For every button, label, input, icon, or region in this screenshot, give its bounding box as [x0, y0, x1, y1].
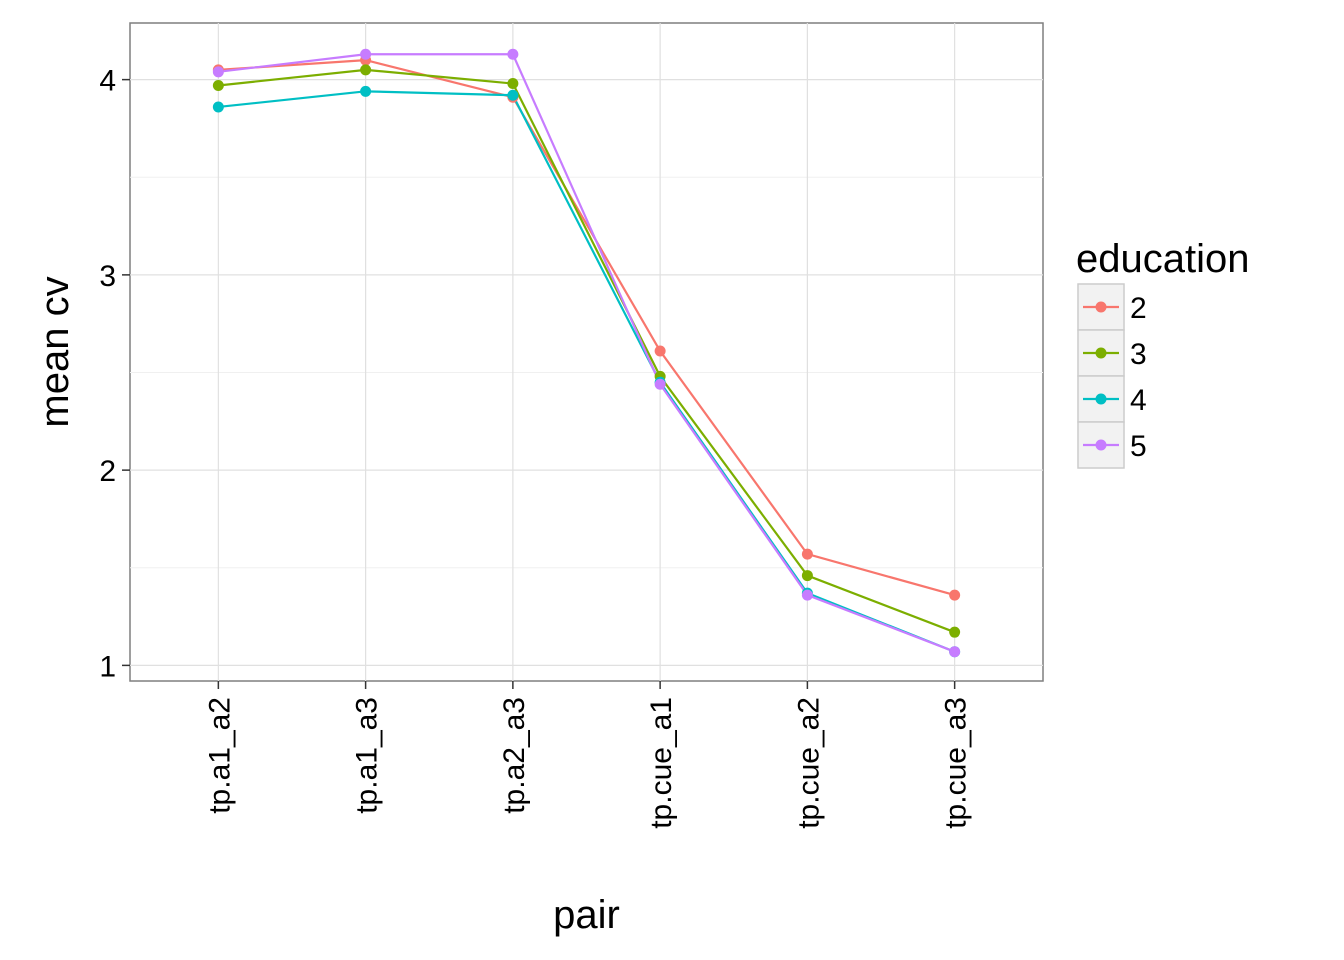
x-axis-title: pair: [553, 893, 620, 937]
x-axis: tp.a1_a2 tp.a1_a3 tp.a2_a3 tp.cue_a1 tp.cue_…: [203, 681, 973, 829]
plot-panel: [129, 22, 1044, 682]
data-point-5: [507, 48, 519, 60]
data-point-4: [360, 85, 372, 97]
legend-title: education: [1076, 237, 1249, 281]
series-points: [212, 48, 961, 658]
data-point-5: [801, 589, 813, 601]
x-tick-label: tp.cue_a2: [792, 697, 825, 829]
legend-label-3: 3: [1130, 338, 1147, 371]
series-line-5: [218, 53, 956, 653]
x-tick-label: tp.a1_a2: [203, 697, 236, 814]
legend-label-5: 5: [1130, 430, 1147, 463]
series-line-3: [218, 68, 956, 634]
x-tick-label: tp.a1_a3: [351, 697, 384, 814]
data-point-3: [360, 64, 372, 76]
x-tick-label: tp.cue_a3: [940, 697, 973, 829]
legend-label-4: 4: [1130, 384, 1147, 417]
y-tick-label: 2: [99, 455, 116, 488]
data-point-5: [654, 378, 666, 390]
legend-point-2: [1095, 301, 1107, 313]
data-point-5: [360, 48, 372, 60]
legend: education 2 3 4 5: [1076, 237, 1249, 469]
y-axis-title: mean cv: [33, 276, 77, 427]
data-point-3: [507, 78, 519, 90]
grid-lines: [130, 23, 1043, 681]
legend-label-2: 2: [1130, 292, 1147, 325]
y-tick-label: 1: [99, 650, 116, 683]
y-tick-label: 4: [99, 65, 116, 98]
y-tick-label: 3: [99, 260, 116, 293]
y-axis: 1 2 3 4: [99, 65, 130, 683]
series-line-4: [218, 90, 956, 653]
x-tick-label: tp.a2_a3: [498, 697, 531, 814]
legend-point-5: [1095, 439, 1107, 451]
data-point-4: [212, 101, 224, 113]
data-point-4: [507, 89, 519, 101]
data-point-3: [949, 626, 961, 638]
legend-point-3: [1095, 347, 1107, 359]
data-point-2: [949, 589, 961, 601]
data-point-5: [212, 66, 224, 78]
data-point-3: [212, 79, 224, 91]
legend-point-4: [1095, 393, 1107, 405]
data-point-2: [654, 345, 666, 357]
data-point-5: [949, 646, 961, 658]
x-tick-label: tp.cue_a1: [645, 697, 678, 829]
data-point-3: [801, 570, 813, 582]
series-line-2: [218, 58, 955, 597]
series-lines: [218, 53, 956, 653]
data-point-2: [801, 548, 813, 560]
